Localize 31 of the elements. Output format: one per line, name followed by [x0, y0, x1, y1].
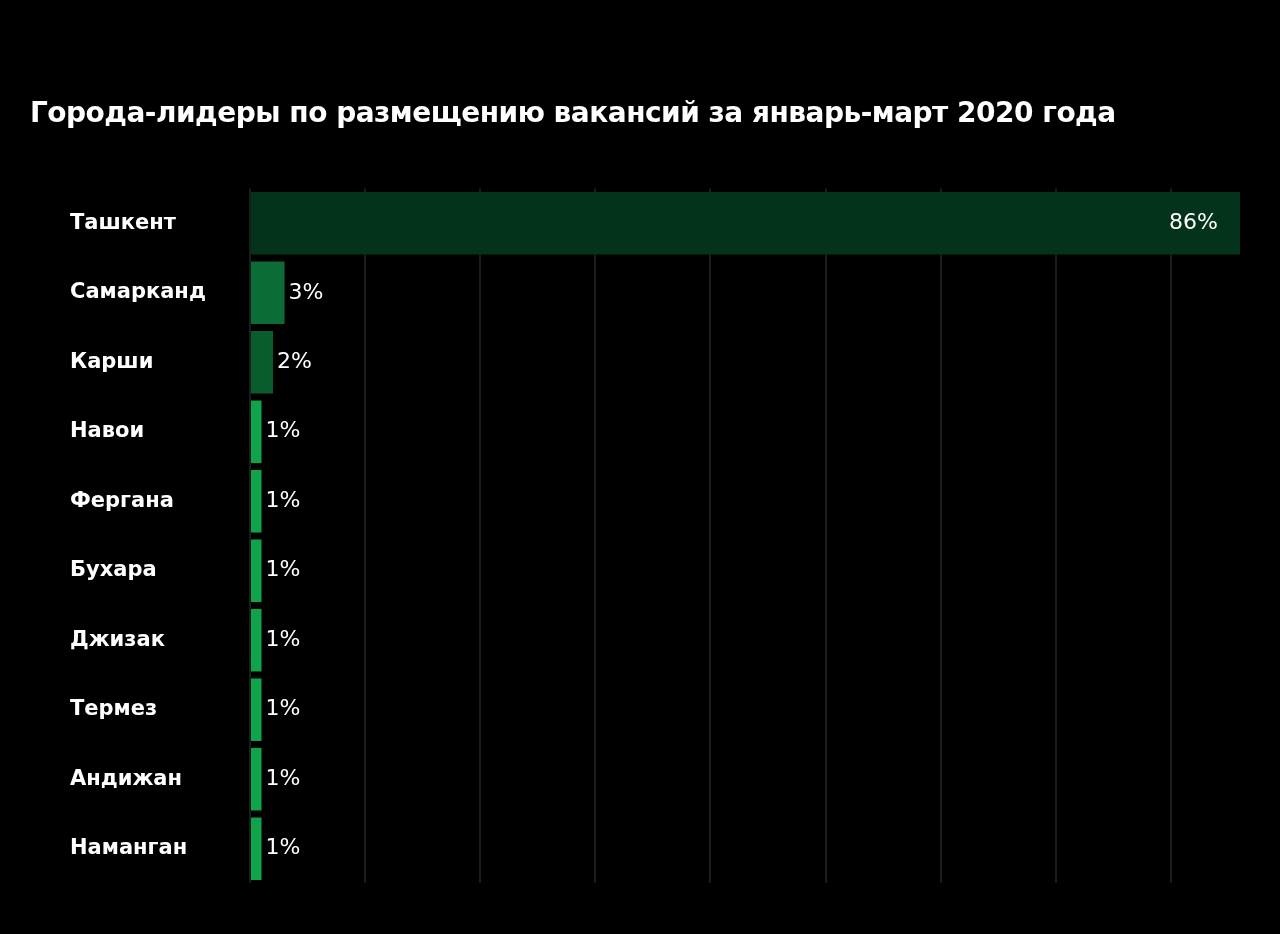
y-tick-label: Наманган	[70, 835, 188, 860]
bar	[251, 539, 262, 603]
bar	[251, 400, 262, 464]
data-label: 1%	[265, 695, 301, 721]
bar	[251, 817, 262, 880]
y-tick-label: Термез	[70, 696, 158, 721]
bar	[251, 331, 274, 394]
y-tick-label: Ташкент	[70, 209, 177, 234]
data-label: 1%	[265, 625, 301, 651]
bar	[251, 747, 262, 811]
bar	[251, 261, 285, 325]
bar	[251, 192, 1240, 255]
bar	[251, 608, 262, 672]
data-label: 2%	[277, 348, 312, 374]
data-label: 3%	[288, 278, 324, 304]
data-label: 86%	[1169, 209, 1218, 235]
chart-title: Города-лидеры по размещению вакансий за январь-март 2020 года	[30, 96, 1116, 129]
bar	[251, 678, 262, 741]
data-label: 1%	[265, 417, 301, 443]
y-tick-label: Джизак	[70, 626, 165, 651]
y-tick-label: Фергана	[70, 487, 174, 512]
data-label: 1%	[265, 764, 301, 790]
y-tick-label: Бухара	[70, 557, 157, 582]
y-tick-label: Карши	[70, 348, 154, 373]
data-label: 1%	[265, 486, 301, 512]
data-label: 1%	[265, 556, 301, 582]
data-label: 1%	[265, 834, 301, 860]
y-tick-label: Андижан	[70, 765, 183, 790]
bar	[251, 469, 262, 533]
y-tick-label: Навои	[70, 418, 145, 443]
y-tick-label: Самарканд	[70, 279, 206, 304]
